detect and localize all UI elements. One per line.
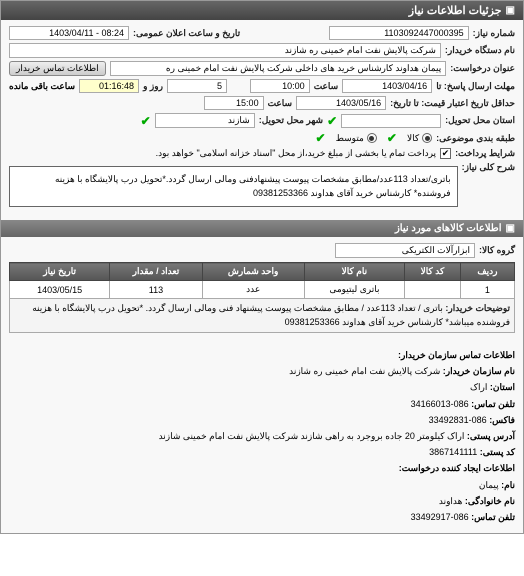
org-name: شرکت پالایش نفت امام خمینی ره شازند [289,366,440,376]
contact-title: اطلاعات تماس سازمان خریدار: [398,350,515,360]
notes-text: باتری / تعداد 113عدد / مطابق مشخصات پیوس… [32,303,510,327]
description-box: باتری/تعداد 113عدد/مطابق مشخصات پیوست پی… [9,166,458,207]
validity-label: حداقل تاریخ اعتبار قیمت: تا تاریخ: [390,98,515,109]
form-body: شماره نیاز: 1103092447000395 تاریخ و ساع… [1,20,523,220]
post-code: 3867141111 [429,447,477,457]
radio-dot-icon-2 [367,133,377,143]
post-addr: اراک کیلومتر 20 جاده بروجرد به راهی شازن… [159,431,465,441]
phone-label: تلفن تماس: [471,399,515,409]
org-name-label: نام سازمان خریدار: [443,366,515,376]
deadline-send-date: 1403/04/16 [342,79,432,93]
contact-buyer-button[interactable]: اطلاعات تماس خریدار [9,61,106,76]
radio-dot-icon [422,133,432,143]
payment-checkbox[interactable]: ✔ [440,148,451,159]
fax: 086-33492831 [429,415,487,425]
validity-date: 1403/05/16 [296,96,386,110]
main-panel-title: جزئیات اطلاعات نیاز [409,4,502,17]
time-label-2: ساعت [268,98,293,109]
payment-note: پرداخت تمام یا بخشی از مبلغ خرید،از محل … [156,148,436,159]
requester-value: پیمان هداوند کارشناس خرید های داخلی شرکت… [110,61,447,76]
request-number-value: 1103092447000395 [329,26,469,40]
post-code-label: کد پستی: [480,447,515,457]
th-row: ردیف [460,263,514,281]
delivery-place-label: استان محل تحویل: [445,115,515,126]
creator-family: هداوند [439,496,463,506]
payment-label: شرایط پرداخت: [455,148,515,159]
goods-table: ردیف کد کالا نام کالا واحد شمارش تعداد /… [9,262,515,333]
notes-cell: توضیحات خریدار: باتری / تعداد 113عدد / م… [10,299,515,333]
province: اراک [470,382,487,392]
check-icon-4: ✔ [316,131,326,145]
notes-label: توضیحات خریدار: [445,303,510,313]
group-label: گروه کالا: [479,245,515,256]
table-row: 1 باتری لیتیومی عدد 113 1403/05/15 [10,281,515,299]
td-name: باتری لیتیومی [304,281,404,299]
family-label: نام خانوادگی: [465,496,515,506]
delivery-province [341,114,441,128]
deadline-send-label: مهلت ارسال پاسخ: تا [436,81,515,92]
table-header-row: ردیف کد کالا نام کالا واحد شمارش تعداد /… [10,263,515,281]
announce-time-label: تاریخ و ساعت اعلان عمومی: [133,28,240,39]
creator-name: پیمان [479,480,499,490]
request-number-label: شماره نیاز: [473,28,515,39]
remaining-time: 01:16:48 [79,79,139,93]
main-panel: ▣ جزئیات اطلاعات نیاز شماره نیاز: 110309… [0,0,524,534]
fax-label: فاکس: [489,415,515,425]
collapse-icon-2[interactable]: ▣ [506,223,515,234]
th-qty: تعداد / مقدار [110,263,202,281]
td-date: 1403/05/15 [10,281,110,299]
days-label: روز و [143,81,163,92]
creator-label: اطلاعات ایجاد کننده درخواست: [399,463,515,473]
desc-title-label: شرح کلی نیاز: [462,162,515,173]
th-code: کد کالا [405,263,461,281]
post-addr-label: آدرس پستی: [467,431,515,441]
td-row: 1 [460,281,514,299]
buyer-device-label: نام دستگاه خریدار: [445,45,515,56]
buyer-device-value: شرکت پالایش نفت امام خمینی ره شازند [9,43,441,58]
check-icon: ✔ [327,114,337,128]
province-label: استان: [490,382,515,392]
remaining-label: ساعت باقی مانده [9,81,75,92]
days-count: 5 [167,79,227,93]
check-icon-2: ✔ [141,114,151,128]
category-radio-group: کالا ✔ متوسط ✔ [316,131,433,145]
goods-body: گروه کالا: ابزارآلات الکتریکی ردیف کد کا… [1,237,523,339]
name-label: نام: [501,480,515,490]
contact-phone: 086-33492917 [411,512,469,522]
radio-medium[interactable]: متوسط [336,133,377,144]
goods-section-header: ▣ اطلاعات کالاهای مورد نیاز [1,220,523,237]
collapse-icon[interactable]: ▣ [506,5,515,16]
contact-phone-label: تلفن تماس: [471,512,515,522]
check-icon-3: ✔ [387,131,397,145]
th-name: نام کالا [304,263,404,281]
radio-kala[interactable]: کالا [407,133,432,144]
td-unit: عدد [202,281,304,299]
requester-label: عنوان درخواست: [450,63,515,74]
th-unit: واحد شمارش [202,263,304,281]
delivery-city: شازند [155,113,255,128]
th-date: تاریخ نیاز [10,263,110,281]
time-label-1: ساعت [314,81,339,92]
contact-section: اطلاعات تماس سازمان خریدار: نام سازمان خ… [1,339,523,533]
group-value: ابزارآلات الکتریکی [335,243,475,258]
validity-time: 15:00 [204,96,264,110]
table-notes-row: توضیحات خریدار: باتری / تعداد 113عدد / م… [10,299,515,333]
delivery-city-label: شهر محل تحویل: [259,115,323,126]
announce-time-value: 08:24 - 1403/04/11 [9,26,129,40]
goods-section-title: اطلاعات کالاهای مورد نیاز [395,223,502,234]
main-panel-header: ▣ جزئیات اطلاعات نیاز [1,1,523,20]
td-code [405,281,461,299]
phone: 086-34166013 [411,399,469,409]
deadline-send-time: 10:00 [250,79,310,93]
packaging-label: طبقه بندی موضوعی: [436,133,515,144]
td-qty: 113 [110,281,202,299]
